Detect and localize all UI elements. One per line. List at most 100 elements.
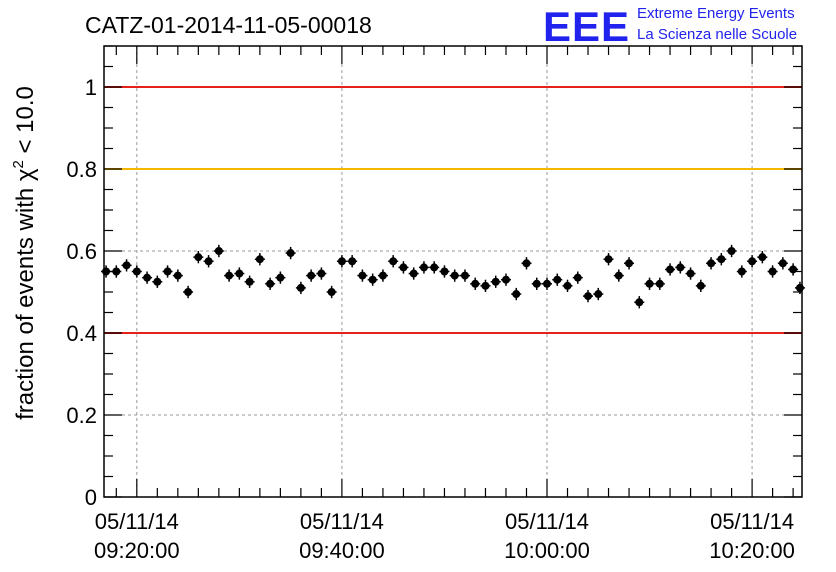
data-point bbox=[706, 257, 717, 270]
x-tick-date-label: 05/11/14 bbox=[505, 509, 589, 534]
data-point bbox=[654, 277, 665, 290]
data-point bbox=[295, 281, 306, 295]
point-marker bbox=[153, 277, 162, 286]
point-marker bbox=[409, 269, 418, 278]
y-tick-label: 0.4 bbox=[66, 321, 97, 346]
data-point bbox=[377, 269, 388, 282]
data-point bbox=[275, 271, 286, 284]
data-point bbox=[644, 277, 655, 290]
point-marker bbox=[266, 279, 275, 288]
data-point bbox=[265, 277, 276, 290]
data-point bbox=[162, 265, 173, 278]
data-point bbox=[500, 273, 511, 286]
data-point bbox=[747, 255, 758, 268]
data-point bbox=[613, 269, 624, 282]
y-tick-label: 1 bbox=[85, 75, 97, 100]
logo-mark: EEE bbox=[543, 3, 630, 50]
point-marker bbox=[204, 257, 213, 266]
data-point bbox=[326, 285, 337, 299]
point-marker bbox=[358, 271, 367, 280]
data-point bbox=[306, 269, 317, 282]
data-point bbox=[521, 257, 532, 270]
data-point bbox=[193, 251, 204, 264]
point-marker bbox=[378, 271, 387, 280]
data-point bbox=[685, 267, 696, 280]
point-marker bbox=[532, 279, 541, 288]
data-point bbox=[665, 263, 676, 276]
data-point bbox=[347, 255, 358, 268]
point-marker bbox=[399, 263, 408, 272]
eee-logo: EEE Extreme Energy Events La Scienza nel… bbox=[543, 3, 797, 50]
point-marker bbox=[296, 283, 305, 292]
data-point bbox=[429, 261, 440, 274]
data-point bbox=[603, 253, 614, 266]
data-point bbox=[142, 271, 153, 284]
point-marker bbox=[717, 255, 726, 264]
data-point bbox=[583, 289, 594, 303]
point-marker bbox=[655, 279, 664, 288]
point-marker bbox=[184, 288, 193, 296]
data-point bbox=[367, 273, 378, 286]
x-tick-time-label: 09:20:00 bbox=[94, 538, 180, 563]
point-marker bbox=[460, 271, 469, 280]
point-marker bbox=[768, 267, 777, 276]
tick-labels: 0 0.2 0.4 0.6 0.8 1 05/11/14 09:20:00 05/11/14 09… bbox=[66, 75, 795, 563]
data-point bbox=[624, 257, 635, 270]
point-marker bbox=[143, 273, 152, 282]
data-point bbox=[121, 259, 132, 272]
point-marker bbox=[173, 271, 182, 280]
x-tick-date-label: 05/11/14 bbox=[300, 509, 384, 534]
data-point bbox=[542, 277, 553, 290]
data-point bbox=[736, 265, 747, 278]
point-marker bbox=[245, 277, 254, 286]
plot-frame bbox=[103, 45, 803, 498]
y-tick-label: 0.8 bbox=[66, 157, 97, 182]
point-marker bbox=[737, 267, 746, 276]
data-point bbox=[244, 275, 255, 288]
point-marker bbox=[389, 257, 398, 266]
point-marker bbox=[337, 257, 346, 266]
data-point bbox=[408, 267, 419, 280]
data-point bbox=[439, 265, 450, 278]
data-point bbox=[449, 269, 460, 282]
data-point bbox=[459, 269, 470, 282]
data-point bbox=[726, 244, 737, 258]
point-marker bbox=[789, 265, 798, 274]
x-tick-date-label: 05/11/14 bbox=[95, 509, 179, 534]
point-marker bbox=[317, 269, 326, 278]
point-marker bbox=[368, 275, 377, 284]
point-marker bbox=[553, 275, 562, 284]
data-point bbox=[285, 246, 296, 260]
data-point bbox=[695, 279, 706, 292]
point-marker bbox=[307, 271, 316, 280]
point-marker bbox=[501, 275, 510, 284]
data-point bbox=[172, 269, 183, 282]
point-marker bbox=[163, 267, 172, 276]
point-marker bbox=[481, 281, 490, 290]
point-marker bbox=[512, 290, 521, 299]
point-marker bbox=[686, 269, 695, 278]
data-point bbox=[152, 275, 163, 288]
grid-lines bbox=[104, 46, 802, 498]
point-marker bbox=[727, 247, 736, 255]
data-point bbox=[213, 244, 224, 258]
point-marker bbox=[440, 267, 449, 276]
x-tick-time-label: 10:00:00 bbox=[504, 538, 590, 563]
data-point bbox=[480, 279, 491, 292]
point-marker bbox=[348, 257, 357, 266]
point-marker bbox=[430, 263, 439, 272]
data-point bbox=[788, 263, 799, 276]
chart-title: CATZ-01-2014-11-05-00018 bbox=[85, 12, 372, 38]
x-tick-date-label: 05/11/14 bbox=[710, 509, 794, 534]
data-point bbox=[224, 269, 235, 282]
point-marker bbox=[625, 259, 634, 268]
point-marker bbox=[286, 249, 295, 258]
point-marker bbox=[645, 279, 654, 288]
data-point bbox=[398, 261, 409, 274]
point-marker bbox=[471, 279, 480, 288]
point-marker bbox=[235, 269, 244, 278]
data-point bbox=[131, 265, 142, 278]
point-marker bbox=[676, 263, 685, 272]
data-point bbox=[562, 279, 573, 292]
point-marker bbox=[419, 263, 428, 272]
